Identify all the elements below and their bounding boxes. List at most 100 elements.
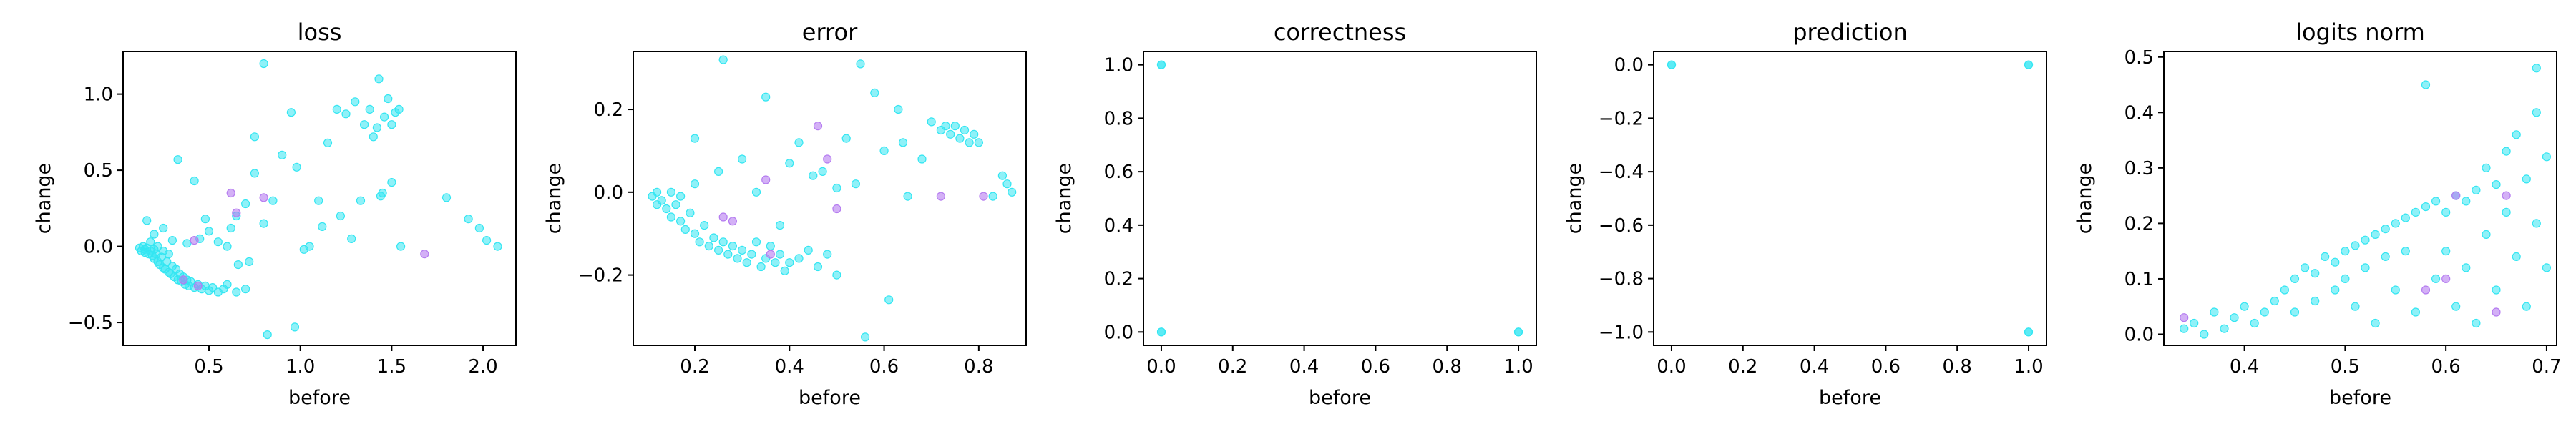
scatter-point-accent [190, 236, 199, 245]
scatter-point [376, 192, 386, 201]
x-tick-label: 0.6 [1361, 356, 1390, 378]
scatter-point [250, 169, 259, 178]
y-tick-label: 1.0 [1104, 55, 1133, 77]
x-tick-label: 1.5 [377, 356, 406, 378]
scatter-point-accent [832, 204, 841, 214]
scatter-point [241, 199, 250, 209]
scatter-point [190, 176, 199, 186]
scatter-point [396, 242, 406, 251]
scatter-point [851, 179, 861, 189]
chart-title: prediction [1792, 19, 1908, 46]
scatter-point [860, 332, 870, 342]
scatter-point [766, 242, 775, 251]
y-tick-label: 0.4 [1104, 215, 1133, 237]
scatter-point [2301, 263, 2310, 272]
scatter-point [690, 229, 700, 238]
scatter-point-accent [2421, 285, 2431, 295]
scatter-point [898, 138, 908, 147]
scatter-point [323, 138, 333, 147]
scatter-point [482, 236, 492, 245]
scatter-point [884, 295, 894, 305]
scatter-point [1667, 60, 1677, 69]
scatter-point [384, 94, 393, 104]
scatter-point [2532, 108, 2541, 117]
x-tick-label: 0.4 [1800, 356, 1829, 378]
scatter-point [652, 187, 662, 197]
scatter-point [2341, 274, 2350, 283]
scatter-point [1002, 179, 1012, 189]
scatter-point [146, 237, 155, 247]
y-tick-label: −0.8 [1599, 269, 1644, 290]
y-tick-label: 0.3 [2124, 158, 2154, 179]
chart-4: 0.0 0.2 0.4 0.6 0.8 1.0 −1.0 −0.8 −0.6 −0.4 −0.2 0.… [1563, 19, 2047, 409]
scatter-point [823, 250, 832, 259]
scatter-point [2391, 219, 2400, 228]
scatter-point [675, 217, 686, 226]
scatter-point [941, 122, 950, 131]
scatter-point [341, 109, 351, 119]
scatter-point [314, 196, 323, 205]
scatter-point [785, 159, 794, 168]
scatter-point [946, 129, 955, 139]
y-tick-label: −0.4 [1599, 162, 1644, 183]
scatter-point [2462, 263, 2471, 272]
x-tick-label: 0.6 [869, 356, 899, 378]
scatter-point [2311, 269, 2320, 278]
scatter-point [728, 242, 738, 251]
scatter-point-accent [718, 212, 728, 222]
scatter-point [336, 211, 345, 221]
y-tick-label: 0.5 [84, 160, 113, 182]
scatter-point [662, 204, 671, 214]
scatter-point-accent [2492, 307, 2501, 317]
y-tick-label: 0.0 [1104, 322, 1133, 343]
plot-frame [2163, 51, 2557, 346]
x-tick-label: 1.0 [286, 356, 315, 378]
scatter-point [771, 258, 780, 267]
scatter-point [675, 192, 686, 201]
scatter-point [695, 237, 704, 247]
scatter-point [2472, 185, 2481, 194]
scatter-point [213, 237, 223, 247]
y-tick-label: 0.5 [2124, 47, 2154, 69]
scatter-point [818, 167, 827, 176]
scatter-point [204, 227, 214, 236]
scatter-point [372, 123, 382, 132]
chart-title: error [802, 19, 858, 46]
scatter-point [2441, 247, 2451, 256]
scatter-point [671, 200, 680, 209]
scatter-point [387, 120, 396, 129]
scatter-point [690, 134, 700, 143]
scatter-point [2230, 313, 2239, 322]
scatter-point [241, 285, 250, 294]
x-tick-label: 1.0 [1503, 356, 1533, 378]
scatter-point [733, 254, 742, 263]
chart-5: 0.4 0.5 0.6 0.7 0.0 0.1 0.2 0.3 0.4 0.5 logits nor… [2074, 19, 2562, 409]
x-tick-label: 0.8 [964, 356, 993, 378]
scatter-point [2542, 263, 2551, 272]
scatter-point-accent [226, 188, 235, 198]
scatter-point [332, 104, 341, 114]
scatter-point [2351, 241, 2360, 250]
scatter-point [794, 254, 804, 263]
scatter-point [232, 287, 241, 297]
scatter-point [223, 280, 232, 289]
scatter-point [233, 260, 243, 270]
y-tick-label: −0.6 [1599, 215, 1644, 237]
scatter-point [804, 245, 813, 255]
scatter-point [226, 223, 235, 233]
x-tick-label: 0.2 [1728, 356, 1757, 378]
scatter-point [970, 129, 979, 139]
chart-title: correctness [1274, 19, 1406, 46]
scatter-point [2482, 163, 2491, 172]
scatter-point [278, 150, 287, 159]
x-tick-label: 0.8 [1943, 356, 1972, 378]
scatter-point [2361, 263, 2370, 272]
scatter-point [223, 242, 232, 251]
scatter-point [2532, 64, 2541, 73]
scatter-point-accent [823, 154, 832, 164]
scatter-point [917, 154, 927, 164]
scatter-point [1156, 60, 1166, 69]
scatter-point [167, 236, 177, 245]
scatter-point [2421, 202, 2431, 212]
